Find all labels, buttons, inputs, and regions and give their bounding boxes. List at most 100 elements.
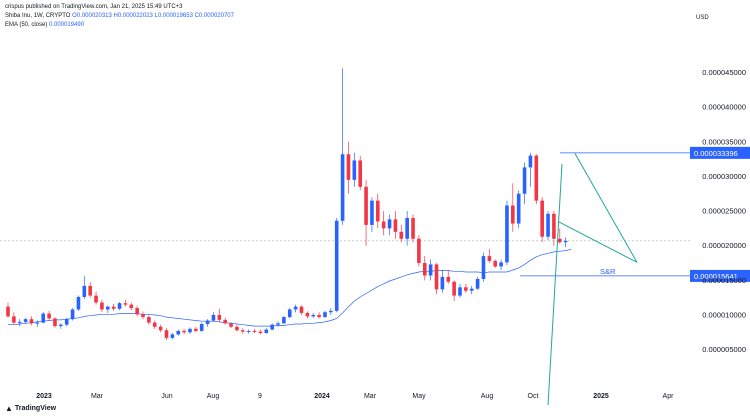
candle-body <box>434 264 439 290</box>
candle-body <box>446 276 451 282</box>
resistance-price-label: 0.000033396 <box>694 149 738 158</box>
candle-body <box>546 213 550 237</box>
candle-body <box>511 205 515 224</box>
candle-body <box>323 312 327 318</box>
candle-body <box>428 264 433 276</box>
candle-body <box>41 313 46 323</box>
wedge-lower-line <box>557 221 638 263</box>
candle-body <box>376 200 380 222</box>
candle-body <box>311 315 316 317</box>
candle-body <box>505 205 509 263</box>
candle-body <box>29 319 34 324</box>
candle-body <box>317 315 321 318</box>
tradingview-logo: ▲ TradingView <box>5 404 56 413</box>
candle-body <box>135 308 139 315</box>
candle-body <box>82 285 87 297</box>
candle-body <box>194 328 198 331</box>
candle-body <box>264 329 269 334</box>
candle-body <box>35 322 40 324</box>
candle-body <box>458 287 462 296</box>
y-tick-label: 0.000045000 <box>702 68 746 77</box>
x-tick-label: 9 <box>258 393 262 400</box>
candle-body <box>246 330 251 332</box>
candle-body <box>293 306 298 310</box>
candle-body <box>481 256 486 279</box>
x-tick-label: 2025 <box>593 393 609 400</box>
candle-body <box>235 326 239 331</box>
candle-body <box>493 260 498 267</box>
candle-body <box>329 310 333 313</box>
tradingview-logo-icon: ▲ <box>5 404 13 413</box>
y-tick-label: 0.000020000 <box>702 241 746 250</box>
candle-body <box>334 220 339 311</box>
published-line: crispus published on TradingView.com, Ja… <box>5 4 183 10</box>
candle-body <box>452 281 456 296</box>
candle-body <box>417 238 421 264</box>
candle-body <box>229 323 233 327</box>
candle-body <box>381 221 386 229</box>
candle-body <box>552 213 556 239</box>
candle-body <box>241 330 245 332</box>
candle-body <box>370 200 374 225</box>
candle-body <box>540 200 544 237</box>
candle-body <box>516 193 521 224</box>
resistance-badge <box>690 146 750 159</box>
candle-body <box>53 318 57 327</box>
candle-body <box>252 330 257 332</box>
candle-body <box>522 167 527 194</box>
candle-body <box>270 324 274 330</box>
y-tick-label: 0.000035000 <box>702 137 746 146</box>
x-tick-label: Oct <box>528 393 539 400</box>
y-tick-label: 0.000025000 <box>702 207 746 216</box>
ema-line: EMA (50, close) 0.000019490 <box>5 21 84 29</box>
candle-body <box>211 315 216 321</box>
candle-body <box>393 219 398 232</box>
candle-body <box>352 160 357 180</box>
ema-line <box>8 248 572 327</box>
candle-body <box>70 309 75 320</box>
y-tick-label: 0.000005000 <box>702 345 746 354</box>
candle-body <box>188 328 192 333</box>
candle-body <box>405 217 409 239</box>
candle-body <box>276 323 280 325</box>
candle-body <box>182 330 186 333</box>
candle-body <box>469 288 474 291</box>
candle-body <box>129 304 134 309</box>
candle-body <box>47 313 51 319</box>
candle-body <box>287 309 292 318</box>
candle-body <box>205 320 210 325</box>
candle-body <box>563 240 568 243</box>
candle-body <box>282 317 286 324</box>
x-tick-label: Aug <box>481 393 494 400</box>
candle-body <box>59 324 63 327</box>
candle-body <box>147 317 151 323</box>
candle-body <box>387 219 392 229</box>
candle-body <box>76 296 81 310</box>
ema-value: 0.000019490 <box>49 22 85 28</box>
candle-body <box>170 334 175 338</box>
candle-body <box>6 306 10 317</box>
candle-body <box>23 319 28 322</box>
candle-body <box>534 155 539 201</box>
candle-body <box>422 263 427 276</box>
candle-body <box>487 256 492 261</box>
candle-body <box>199 324 204 331</box>
support-price-label: 0.000015641 <box>694 272 738 281</box>
wedge-upper-line <box>574 153 638 263</box>
candle-body <box>475 278 480 289</box>
candle-body <box>64 319 69 325</box>
x-tick-label: May <box>412 393 426 400</box>
x-tick-label: 2023 <box>36 393 52 400</box>
y-tick-label: 0.000040000 <box>702 103 746 112</box>
ema-label: EMA (50, close) <box>5 22 48 28</box>
x-tick-label: 2024 <box>314 393 330 400</box>
candle-body <box>17 321 22 323</box>
candle-body <box>141 314 145 318</box>
y-tick-label: 0.000030000 <box>702 172 746 181</box>
candle-body <box>358 160 362 187</box>
y-tick-label: 0.000015000 <box>702 276 746 285</box>
candle-body <box>117 303 122 309</box>
candle-body <box>88 285 92 296</box>
